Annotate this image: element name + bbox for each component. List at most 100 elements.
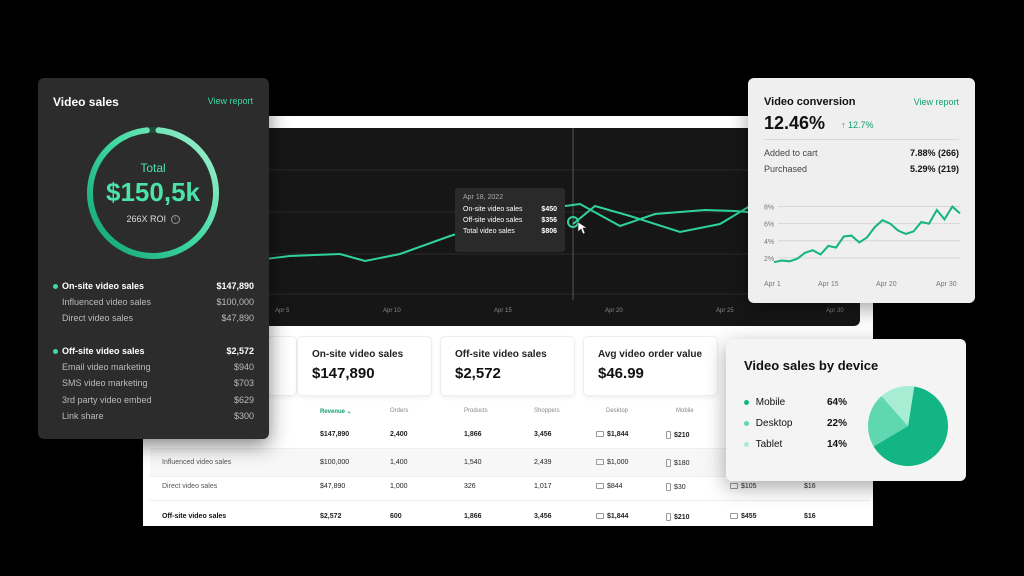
breakdown-label: Direct video sales: [62, 313, 134, 324]
row-label: Influenced video sales: [162, 459, 232, 466]
y-tick: 8%: [764, 205, 774, 212]
info-icon[interactable]: i: [170, 215, 180, 225]
cell-revenue: $100,000: [320, 459, 350, 466]
tooltip-date: Apr 18, 2022: [463, 194, 504, 201]
device-card: Video sales by device Mobile 64% Desktop 2…: [726, 339, 966, 481]
conversion-row-value: 5.29% (219): [909, 164, 959, 174]
cell-mobile: $180: [666, 459, 690, 467]
mobile-icon: [666, 459, 671, 467]
kpi-value: $46.99: [598, 365, 644, 382]
cell-desktop: $1,844: [596, 431, 628, 438]
group-label: On-site video sales: [62, 281, 145, 292]
conversion-delta: ↑ 12.7%: [841, 120, 874, 130]
total-label: Total: [140, 161, 166, 175]
column-header-desktop[interactable]: Desktop: [606, 408, 629, 414]
mobile-icon: [666, 431, 671, 439]
tooltip-label: Off-site video sales: [463, 217, 523, 224]
breakdown-row: 3rd party video embed $629: [53, 392, 254, 408]
breakdown-value: $629: [233, 394, 254, 405]
pie-slice-desktop[interactable]: [868, 395, 908, 447]
cell-products: 326: [464, 483, 476, 490]
column-header-mobile[interactable]: Mobile: [676, 408, 694, 414]
device-pie-chart[interactable]: [866, 384, 950, 468]
conversion-line: [773, 205, 961, 264]
cell-desktop-value: $844: [607, 483, 623, 490]
breakdown-label: Link share: [62, 410, 104, 421]
device-row: Desktop 22%: [744, 418, 847, 429]
video-conversion-card: Video conversion View report 12.46% ↑ 12…: [748, 78, 975, 303]
desktop-dot-icon: [744, 420, 749, 426]
desktop-icon: [730, 513, 738, 520]
cell-desktop: $844: [596, 483, 623, 490]
column-header-products[interactable]: Products: [464, 408, 488, 414]
cell-mobile-value: $180: [674, 459, 690, 467]
cell-revenue: $2,572: [320, 513, 342, 520]
kpi-card-onsite[interactable]: On-site video sales $147,890: [298, 337, 431, 395]
breakdown-value: $300: [233, 410, 254, 421]
cell-mobile: $210: [666, 513, 690, 521]
mobile-icon: [666, 513, 671, 521]
table-header: Revenue ⌄ Orders Products Shoppers Deskt…: [150, 404, 725, 420]
cell-desktop-value: $1,844: [607, 431, 629, 438]
group-header[interactable]: Off-site video sales $2,572: [53, 343, 254, 359]
x-tick: Apr 20: [605, 308, 623, 314]
tooltip-row: Total video sales $806: [463, 228, 557, 235]
device-value: 64%: [826, 397, 847, 408]
breakdown-row: SMS video marketing $703: [53, 375, 254, 391]
y-tick: 2%: [764, 256, 774, 263]
cell-orders: 1,000: [390, 483, 408, 490]
device-row: Mobile 64%: [744, 397, 847, 408]
breakdown-value: $940: [233, 362, 254, 373]
x-tick: Apr 15: [818, 281, 839, 288]
cell-products: 1,866: [464, 431, 482, 438]
column-header-shoppers[interactable]: Shoppers: [534, 408, 560, 414]
kpi-card-aov[interactable]: Avg video order value $46.99: [584, 337, 717, 395]
column-header-orders[interactable]: Orders: [390, 408, 409, 414]
table-row[interactable]: Off-site video sales $2,572 600 1,866 3,…: [150, 503, 870, 531]
x-tick: Apr 20: [876, 281, 897, 288]
pie-slice-tablet[interactable]: [881, 386, 915, 426]
tooltip-label: On-site video sales: [463, 206, 523, 213]
roi-value: 266X ROI i: [83, 214, 223, 225]
group-header[interactable]: On-site video sales $147,890: [53, 278, 254, 294]
device-label: Mobile: [755, 397, 786, 408]
tooltip-row: Off-site video sales $356: [463, 217, 557, 224]
breakdown-row: Link share $300: [53, 408, 254, 424]
view-report-link[interactable]: View report: [207, 96, 253, 106]
cell-orders: 1,400: [390, 459, 408, 466]
x-tick: Apr 30: [826, 308, 844, 314]
card-title: Video conversion: [764, 96, 856, 108]
cell-orders: 600: [390, 513, 402, 520]
row-label: Direct video sales: [162, 483, 218, 490]
breakdown-label: Email video marketing: [62, 362, 151, 373]
video-sales-card: Video sales View report Total $150,5k 26…: [38, 78, 269, 439]
mobile-dot-icon: [744, 399, 749, 405]
conversion-chart[interactable]: 8% 6% 4% 2% Apr 1 Apr 15 Apr 20 Apr 30: [748, 78, 975, 303]
breakdown-value: $703: [233, 378, 254, 389]
row-label: Off-site video sales: [162, 513, 227, 520]
divider: [764, 139, 959, 140]
cell-extra-2: $16: [804, 483, 816, 490]
offsite-breakdown: Off-site video sales $2,572 Email video m…: [53, 343, 254, 424]
x-tick: Apr 5: [275, 308, 290, 314]
card-title: Video sales: [53, 95, 119, 109]
device-value: 14%: [826, 439, 847, 450]
table-row[interactable]: Direct video sales $47,890 1,000 326 1,0…: [150, 473, 870, 501]
cell-desktop: $1,844: [596, 513, 628, 520]
kpi-card-offsite[interactable]: Off-site video sales $2,572: [441, 337, 574, 395]
device-label: Desktop: [755, 418, 793, 429]
desktop-icon: [730, 483, 738, 490]
kpi-label: Avg video order value: [598, 349, 703, 360]
column-header-revenue[interactable]: Revenue ⌄: [320, 409, 352, 415]
tooltip-value: $806: [541, 228, 557, 235]
kpi-value: $147,890: [312, 365, 375, 382]
cell-mobile: $210: [666, 431, 690, 439]
series-dot-icon: [53, 284, 58, 290]
table-row[interactable]: $147,890 2,400 1,866 3,456 $1,844 $210: [150, 421, 870, 449]
view-report-link[interactable]: View report: [913, 97, 959, 107]
cell-orders: 2,400: [390, 431, 408, 438]
cell-desktop-value: $1,000: [607, 459, 629, 466]
pie-slice-mobile[interactable]: [873, 386, 948, 466]
cell-products: 1,866: [464, 513, 482, 520]
